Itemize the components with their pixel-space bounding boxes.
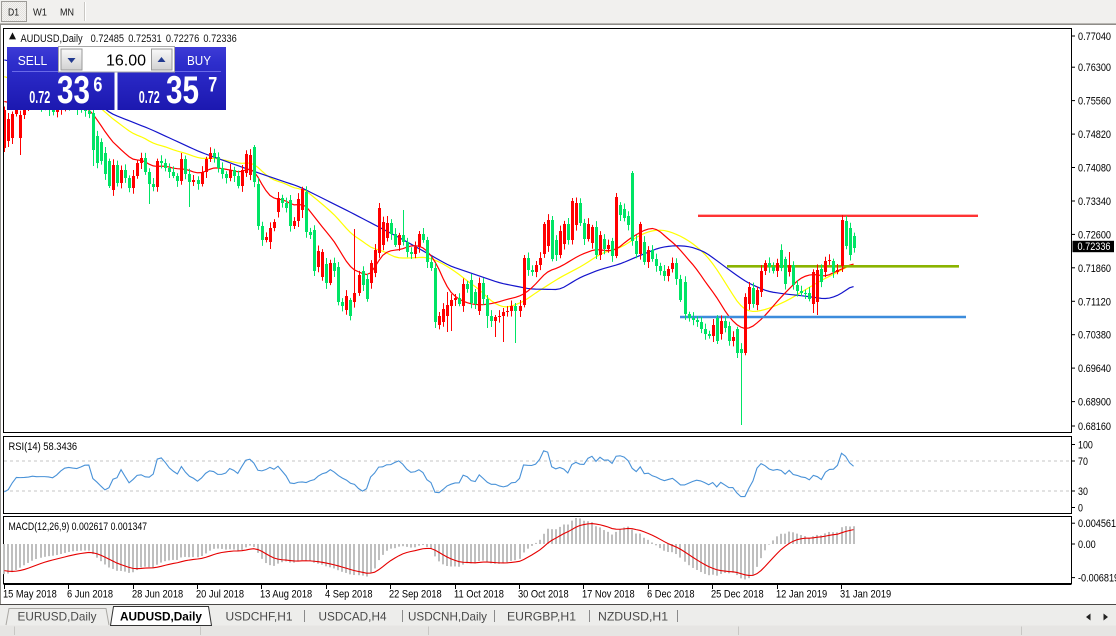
svg-text:MN: MN bbox=[60, 7, 74, 19]
svg-text:RSI(14) 58.3436: RSI(14) 58.3436 bbox=[9, 441, 78, 453]
svg-text:BUY: BUY bbox=[187, 53, 211, 68]
svg-text:AUDUSD,Daily: AUDUSD,Daily bbox=[120, 610, 202, 624]
svg-text:0.72: 0.72 bbox=[29, 87, 50, 107]
svg-text:6 Dec 2018: 6 Dec 2018 bbox=[647, 589, 695, 601]
svg-text:EURGBP,H1: EURGBP,H1 bbox=[507, 610, 576, 624]
svg-text:0.72600: 0.72600 bbox=[1078, 229, 1111, 241]
svg-text:0.72336: 0.72336 bbox=[203, 33, 236, 45]
svg-text:0: 0 bbox=[1078, 503, 1083, 515]
svg-text:0.72276: 0.72276 bbox=[166, 33, 199, 45]
svg-text:30 Oct 2018: 30 Oct 2018 bbox=[518, 589, 569, 601]
svg-text:MACD(12,26,9) 0.002617 0.00134: MACD(12,26,9) 0.002617 0.001347 bbox=[9, 521, 148, 533]
svg-text:0.72: 0.72 bbox=[139, 87, 160, 107]
svg-text:22 Sep 2018: 22 Sep 2018 bbox=[389, 589, 442, 601]
svg-text:0.68160: 0.68160 bbox=[1078, 421, 1111, 433]
svg-text:28 Jun 2018: 28 Jun 2018 bbox=[132, 589, 183, 601]
svg-text:0.72336: 0.72336 bbox=[1078, 241, 1111, 253]
svg-text:0.71860: 0.71860 bbox=[1078, 263, 1111, 275]
svg-text:0.76300: 0.76300 bbox=[1078, 62, 1111, 74]
svg-text:25 Dec 2018: 25 Dec 2018 bbox=[711, 589, 764, 601]
svg-text:0.73340: 0.73340 bbox=[1078, 196, 1111, 208]
svg-text:12 Jan 2019: 12 Jan 2019 bbox=[776, 589, 827, 601]
svg-text:0.77040: 0.77040 bbox=[1078, 31, 1111, 43]
svg-text:0.68900: 0.68900 bbox=[1078, 397, 1111, 409]
svg-text:17 Nov 2018: 17 Nov 2018 bbox=[582, 589, 635, 601]
svg-text:EURUSD,Daily: EURUSD,Daily bbox=[18, 610, 97, 624]
svg-text:100: 100 bbox=[1078, 440, 1093, 452]
svg-text:13 Aug 2018: 13 Aug 2018 bbox=[260, 589, 312, 601]
svg-text:0.69640: 0.69640 bbox=[1078, 363, 1111, 375]
svg-text:7: 7 bbox=[208, 74, 217, 97]
svg-text:15 May 2018: 15 May 2018 bbox=[3, 589, 57, 601]
svg-text:USDCHF,H1: USDCHF,H1 bbox=[226, 610, 293, 624]
svg-text:11 Oct 2018: 11 Oct 2018 bbox=[454, 589, 504, 601]
svg-text:20 Jul 2018: 20 Jul 2018 bbox=[196, 589, 244, 601]
svg-text:AUDUSD,Daily: AUDUSD,Daily bbox=[21, 33, 84, 45]
svg-text:0.72531: 0.72531 bbox=[128, 33, 161, 45]
svg-text:NZDUSD,H1: NZDUSD,H1 bbox=[598, 610, 668, 624]
svg-text:0.72485: 0.72485 bbox=[91, 33, 124, 45]
svg-text:W1: W1 bbox=[33, 7, 47, 19]
svg-text:30: 30 bbox=[1078, 486, 1088, 498]
svg-text:0.74080: 0.74080 bbox=[1078, 163, 1111, 175]
svg-text:0.71120: 0.71120 bbox=[1078, 296, 1111, 308]
svg-text:0.004561: 0.004561 bbox=[1078, 518, 1116, 530]
svg-text:0.70380: 0.70380 bbox=[1078, 330, 1111, 342]
svg-text:USDCNH,Daily: USDCNH,Daily bbox=[408, 610, 487, 624]
svg-text:SELL: SELL bbox=[18, 53, 48, 68]
svg-text:6 Jun 2018: 6 Jun 2018 bbox=[67, 589, 113, 601]
svg-text:4 Sep 2018: 4 Sep 2018 bbox=[325, 589, 373, 601]
svg-text:6: 6 bbox=[93, 74, 102, 97]
svg-text:33: 33 bbox=[57, 69, 90, 112]
svg-text:0.00: 0.00 bbox=[1078, 539, 1096, 551]
svg-text:35: 35 bbox=[166, 69, 199, 112]
svg-text:D1: D1 bbox=[8, 7, 19, 19]
svg-text:16.00: 16.00 bbox=[106, 52, 146, 69]
svg-text:0.74820: 0.74820 bbox=[1078, 129, 1111, 141]
svg-text:-0.006819: -0.006819 bbox=[1078, 573, 1116, 585]
svg-text:70: 70 bbox=[1078, 456, 1088, 468]
svg-text:USDCAD,H4: USDCAD,H4 bbox=[319, 610, 387, 624]
svg-text:0.75560: 0.75560 bbox=[1078, 96, 1111, 108]
svg-text:31 Jan 2019: 31 Jan 2019 bbox=[840, 589, 891, 601]
